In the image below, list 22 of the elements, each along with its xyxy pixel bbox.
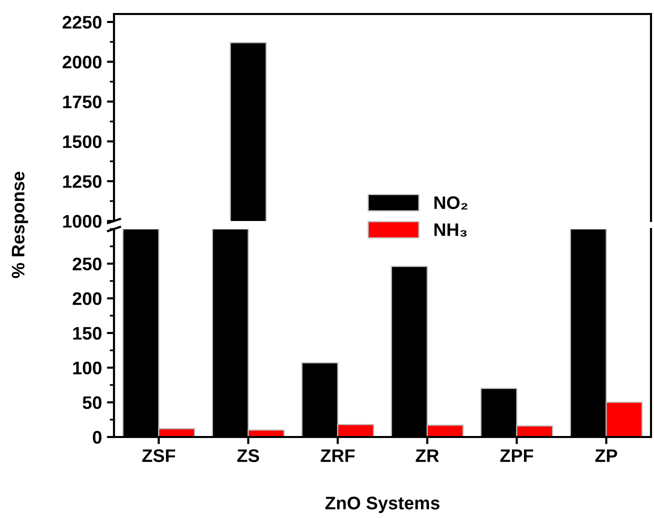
y-tick-label: 1000 [63,214,102,228]
x-axis-title: ZnO Systems [325,496,440,514]
y-tick-label: 1750 [63,96,102,108]
y-tick-label: 1500 [63,135,102,148]
x-tick-label: ZPF [500,449,534,462]
y-tick-label: 1250 [63,175,102,188]
x-tick-label: ZSF [142,449,176,462]
legend-label: NO₂ [434,196,468,210]
y-tick-label: 250 [72,258,102,270]
x-tick-label: ZS [237,449,260,462]
y-tick-label: 100 [73,362,102,374]
y-tick-label: 50 [82,396,102,410]
y-tick-label: 200 [72,292,102,306]
x-tick-label: ZRF [320,449,355,462]
y-tick-label: 2000 [62,56,102,68]
legend-label: NH₃ [434,224,467,237]
y-tick-label: 0 [92,430,102,444]
y-tick-label: 2250 [62,16,102,29]
y-tick-label: 150 [73,326,102,340]
x-tick-label: ZR [416,449,439,462]
y-axis-title: % Response [12,172,28,278]
x-tick-label: ZP [595,449,618,462]
